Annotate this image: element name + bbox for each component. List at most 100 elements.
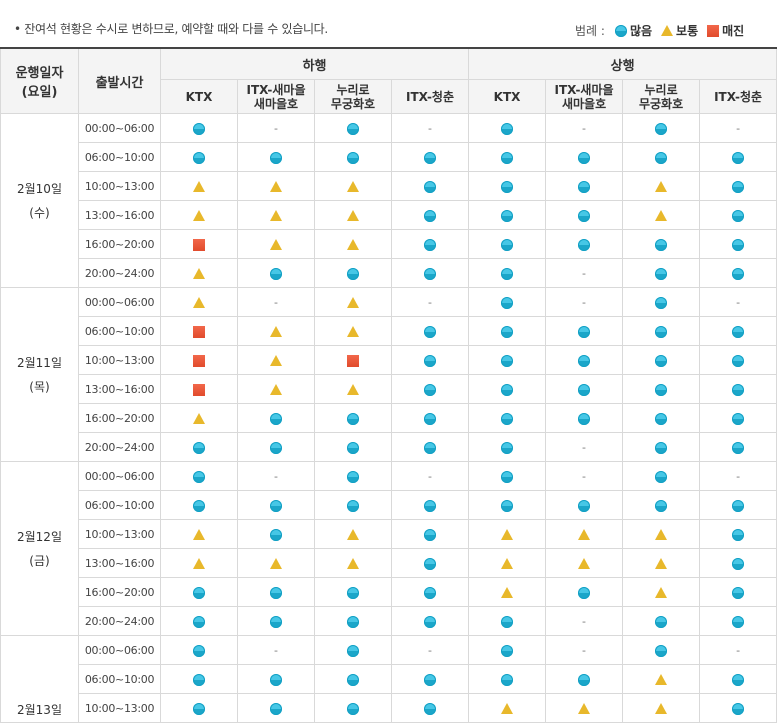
circle-icon [270, 151, 282, 164]
status-cell: - [545, 461, 624, 491]
status-cell [468, 490, 547, 520]
train-label: 누리로 무궁화호 [638, 82, 684, 111]
status-cell [237, 606, 315, 636]
circle-icon [270, 412, 282, 425]
time-cell: 16:00~20:00 [78, 229, 161, 259]
table-row: 13:00~16:00 [1, 548, 778, 578]
circle-icon [424, 238, 437, 251]
square-icon [193, 325, 205, 338]
status-cell [468, 345, 547, 375]
circle-icon [424, 151, 437, 164]
status-cell [468, 432, 547, 462]
dash-text: - [428, 122, 433, 135]
circle-icon [347, 673, 359, 686]
dash-text: - [736, 470, 741, 483]
notice-text: • 잔여석 현황은 수시로 변하므로, 예약할 때와 다를 수 있습니다. [14, 22, 328, 36]
status-cell: - [699, 113, 778, 143]
status-cell [622, 519, 701, 549]
status-cell [314, 345, 392, 375]
status-cell [237, 548, 315, 578]
status-cell [160, 142, 238, 172]
circle-icon [347, 122, 359, 135]
triangle-icon [193, 268, 205, 279]
circle-icon [501, 122, 514, 135]
status-cell [699, 693, 778, 723]
circle-icon [424, 528, 437, 541]
status-cell [545, 345, 624, 375]
triangle-icon [270, 558, 282, 569]
time-cell: 00:00~06:00 [78, 461, 161, 491]
status-cell [699, 577, 778, 607]
table-row: 2월11일 (목) 00:00~06:00 - - - - [0, 287, 778, 462]
train-label: ITX-청춘 [406, 89, 455, 104]
train-header-ktx-up: KTX [468, 79, 547, 114]
train-label: ITX-새마을 새마을호 [554, 82, 614, 111]
status-cell [622, 490, 701, 520]
circle-icon [655, 122, 668, 135]
triangle-icon [655, 674, 668, 685]
triangle-icon [347, 529, 359, 540]
circle-icon [655, 470, 668, 483]
dash-text: - [582, 470, 587, 483]
triangle-icon [578, 703, 591, 714]
status-cell [622, 171, 701, 201]
status-cell [237, 345, 315, 375]
circle-icon [732, 238, 745, 251]
circle-icon [655, 296, 668, 309]
status-cell [390, 519, 470, 549]
status-cell [468, 113, 547, 143]
weekday-label: (금) [29, 553, 50, 568]
circle-icon [424, 673, 437, 686]
status-cell [160, 229, 238, 259]
status-cell [314, 113, 392, 143]
status-cell [390, 374, 470, 404]
status-cell [468, 403, 547, 433]
triangle-icon [661, 25, 674, 36]
status-cell [160, 113, 238, 143]
triangle-icon [655, 587, 668, 598]
status-cell [622, 374, 701, 404]
triangle-icon [193, 297, 205, 308]
status-cell [545, 200, 624, 230]
time-cell: 13:00~16:00 [78, 374, 161, 404]
triangle-icon [193, 558, 205, 569]
circle-icon [655, 151, 668, 164]
time-cell: 16:00~20:00 [78, 403, 161, 433]
status-cell [468, 258, 547, 288]
circle-icon [424, 615, 437, 628]
circle-icon [732, 441, 745, 454]
status-cell [622, 258, 701, 288]
legend-item-normal: 보통 [661, 22, 698, 39]
status-cell [699, 258, 778, 288]
status-cell: - [545, 287, 624, 317]
status-cell [468, 693, 547, 723]
circle-icon [655, 644, 668, 657]
status-cell [622, 113, 701, 143]
time-cell: 10:00~13:00 [78, 519, 161, 549]
status-cell [237, 577, 315, 607]
status-cell [468, 519, 547, 549]
status-cell [237, 403, 315, 433]
weekday-label: (수) [29, 205, 50, 220]
train-header-itx-cheongchun-up: ITX-청춘 [699, 79, 778, 114]
triangle-icon [193, 529, 205, 540]
status-cell [622, 577, 701, 607]
status-cell [314, 635, 392, 665]
status-cell: - [545, 432, 624, 462]
circle-icon [732, 383, 745, 396]
date-cell: 2월10일 (수) [0, 113, 79, 288]
status-cell [699, 142, 778, 172]
status-cell [237, 664, 315, 694]
time-cell: 00:00~06:00 [78, 635, 161, 665]
circle-icon [578, 151, 591, 164]
status-cell [545, 171, 624, 201]
status-cell: - [237, 461, 315, 491]
date-label: 2월10일 [17, 181, 62, 196]
status-cell [468, 461, 547, 491]
table-row: 2월13일 00:00~06:00 - - - - [0, 635, 778, 723]
triangle-icon [578, 529, 591, 540]
circle-icon [501, 441, 514, 454]
triangle-icon [347, 326, 359, 337]
circle-icon [424, 325, 437, 338]
triangle-icon [270, 210, 282, 221]
